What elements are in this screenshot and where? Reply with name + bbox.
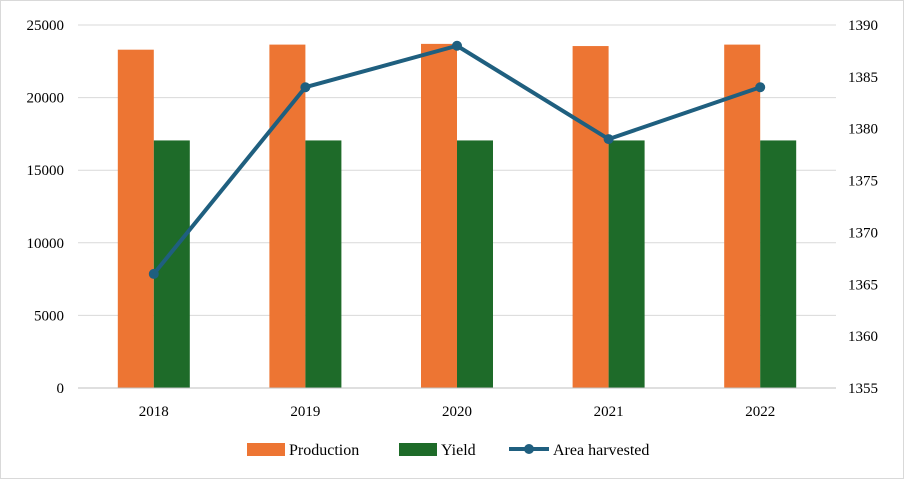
left-y-tick-label: 0 — [57, 381, 65, 397]
x-tick-label: 2018 — [139, 404, 169, 420]
right-y-tick-label: 1355 — [848, 381, 878, 397]
marker-area-harvested-2022 — [755, 82, 766, 93]
bar-yield-2020 — [457, 140, 493, 388]
marker-area-harvested-2020 — [452, 40, 462, 51]
marker-area-harvested-2019 — [300, 82, 311, 93]
right-y-tick-label: 1380 — [848, 122, 878, 138]
right-y-tick-label: 1365 — [848, 277, 878, 293]
legend-swatch-yield — [399, 443, 437, 456]
x-tick-label: 2019 — [290, 404, 320, 420]
left-y-tick-label: 20000 — [27, 91, 65, 107]
bar-yield-2022 — [760, 140, 797, 388]
right-y-tick-label: 1385 — [848, 70, 878, 86]
right-y-tick-label: 1370 — [848, 225, 878, 241]
legend-label-yield: Yield — [441, 442, 476, 459]
left-y-tick-label: 15000 — [27, 163, 65, 179]
x-tick-label: 2021 — [594, 404, 624, 420]
left-y-tick-label: 10000 — [27, 236, 65, 252]
bar-series — [117, 43, 797, 389]
bar-production-2021 — [572, 46, 609, 388]
bar-production-2020 — [421, 43, 457, 388]
legend: Production Yield Area harvested — [247, 442, 649, 459]
marker-area-harvested-2018 — [148, 268, 159, 279]
right-y-tick-label: 1360 — [848, 329, 878, 345]
axes: 0 5000 10000 15000 20000 25000 1355 1360 1365 137… — [27, 18, 879, 420]
bar-yield-2019 — [305, 140, 342, 388]
left-y-tick-label: 5000 — [34, 308, 64, 324]
bar-production-2018 — [117, 49, 154, 389]
x-tick-label: 2022 — [745, 404, 775, 420]
legend-label-production: Production — [289, 442, 359, 459]
bar-yield-2021 — [608, 140, 645, 388]
right-y-tick-label: 1390 — [848, 18, 878, 34]
bar-production-2022 — [724, 44, 761, 389]
x-tick-label: 2020 — [442, 404, 472, 420]
marker-area-harvested-2021 — [603, 134, 614, 145]
bar-production-2019 — [269, 44, 306, 389]
legend-label-area-harvested: Area harvested — [553, 442, 649, 459]
legend-swatch-production — [247, 443, 285, 456]
right-y-tick-label: 1375 — [848, 174, 878, 190]
left-y-tick-label: 25000 — [27, 18, 65, 34]
line-series — [148, 40, 766, 279]
legend-marker-area-harvested — [524, 444, 534, 454]
